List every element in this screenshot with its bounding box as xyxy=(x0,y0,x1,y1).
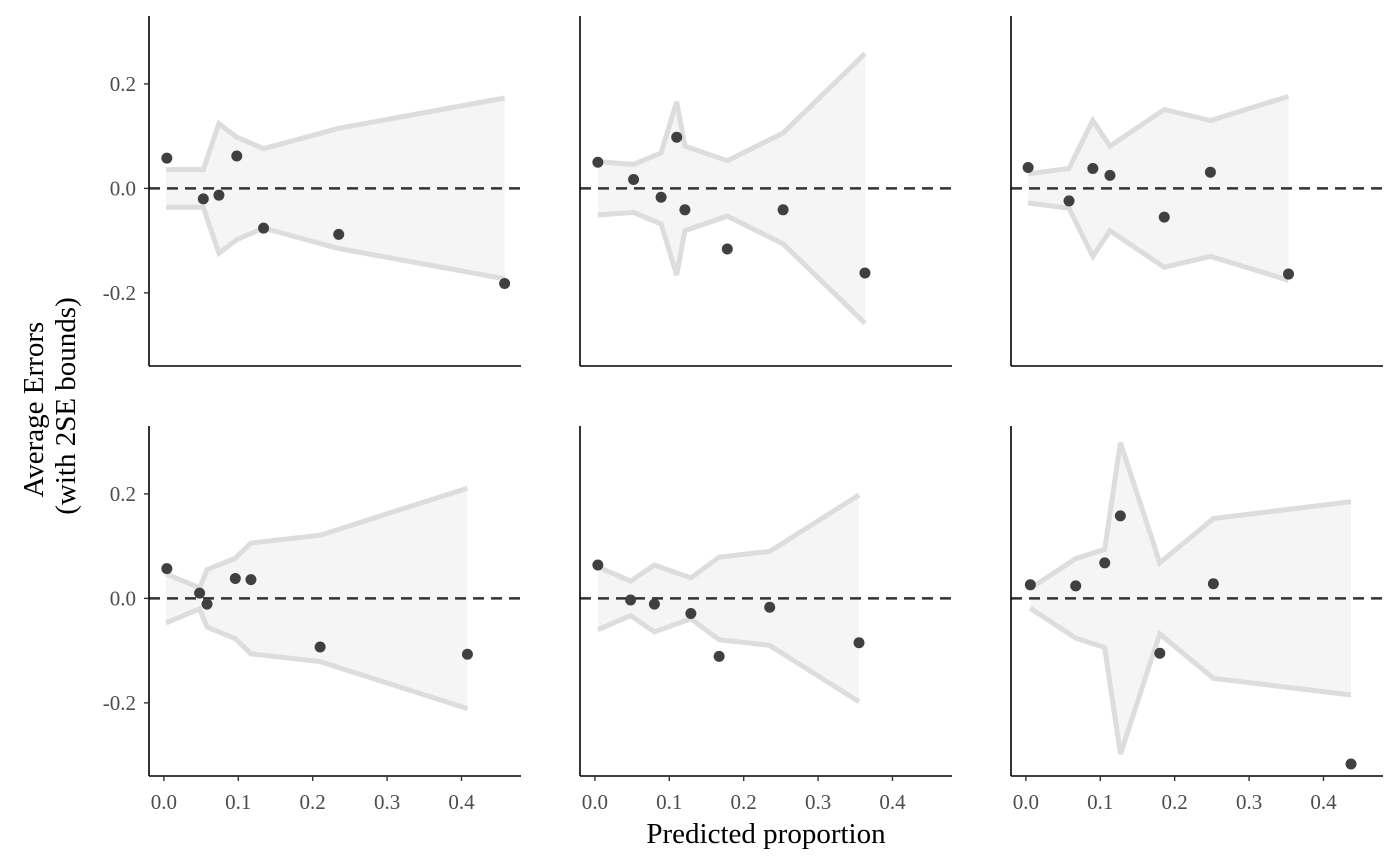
x-tick-label: 0.3 xyxy=(374,790,400,814)
x-tick-label: 0.0 xyxy=(1013,790,1039,814)
data-point xyxy=(1158,211,1170,223)
data-point xyxy=(777,204,789,216)
x-tick-label: 0.4 xyxy=(1310,790,1337,814)
data-point xyxy=(245,574,257,586)
data-point xyxy=(161,152,173,164)
x-tick-label: 0.4 xyxy=(448,790,475,814)
x-tick-label: 0.4 xyxy=(879,790,906,814)
y-axis-title: Average Errors (with 2SE bounds) xyxy=(18,297,82,515)
data-point xyxy=(1022,161,1034,173)
y-tick-label: 0.2 xyxy=(110,482,136,506)
data-point xyxy=(592,156,604,168)
se-band-lower xyxy=(1028,606,1352,755)
data-point xyxy=(713,650,725,662)
data-point xyxy=(1063,195,1075,207)
data-point xyxy=(685,608,697,620)
x-tick-label: 0.1 xyxy=(656,790,682,814)
data-point xyxy=(499,277,511,289)
x-tick-label: 0.1 xyxy=(225,790,251,814)
y-axis-title-line-1: Average Errors xyxy=(18,322,50,498)
data-point xyxy=(671,131,683,143)
facet-panel-6: 0.0 0.1 0.2 0.3 0.4 xyxy=(1010,426,1383,814)
data-point xyxy=(1024,579,1036,591)
se-band-lower xyxy=(166,204,506,282)
data-point xyxy=(1345,758,1357,770)
data-point xyxy=(592,559,604,571)
data-point xyxy=(679,204,691,216)
se-band-lower xyxy=(597,209,867,325)
data-point xyxy=(764,601,776,613)
x-tick-label: 0.2 xyxy=(731,790,757,814)
x-tick-label: 0.3 xyxy=(805,790,831,814)
data-point xyxy=(201,598,213,610)
y-tick-label: 0.0 xyxy=(110,176,136,200)
se-band-lower xyxy=(165,605,469,711)
data-point xyxy=(231,150,243,162)
data-point xyxy=(648,598,660,610)
data-point xyxy=(1283,268,1295,280)
data-point xyxy=(197,193,209,205)
x-tick-label: 0.0 xyxy=(151,790,177,814)
x-tick-label: 0.0 xyxy=(582,790,608,814)
data-point xyxy=(721,243,733,255)
y-tick-label: 0.0 xyxy=(110,586,136,610)
x-tick-label: 0.2 xyxy=(300,790,326,814)
facet-panel-3 xyxy=(1010,16,1383,367)
facet-panel-5: 0.0 0.1 0.2 0.3 0.4 xyxy=(579,426,952,814)
data-point xyxy=(1114,510,1126,522)
data-point xyxy=(655,191,667,203)
data-point xyxy=(194,587,206,599)
data-point xyxy=(161,563,173,575)
data-point xyxy=(258,222,270,234)
data-point xyxy=(1204,166,1216,178)
facet-panel-1: -0.2 0.0 0.2 xyxy=(103,16,521,367)
se-band-upper xyxy=(1027,94,1290,177)
data-point xyxy=(853,637,865,649)
y-tick-label: -0.2 xyxy=(103,281,136,305)
x-axis-title: Predicted proportion xyxy=(646,818,886,850)
data-point xyxy=(461,648,473,660)
x-tick-label: 0.1 xyxy=(1087,790,1113,814)
data-point xyxy=(213,189,225,201)
se-band-upper xyxy=(597,51,867,167)
x-tick-label: 0.3 xyxy=(1236,790,1262,814)
se-band-upper xyxy=(596,492,861,584)
facet-panel-2 xyxy=(579,16,952,367)
se-band-upper xyxy=(166,95,506,173)
panels-layer: -0.20.00.2-0.20.00.20.0 0.1 0.2 0.3 0.4 0.0 0.… xyxy=(103,16,1383,814)
x-tick-label: 0.2 xyxy=(1162,790,1188,814)
data-point xyxy=(625,594,637,606)
data-point xyxy=(1104,169,1116,181)
data-point xyxy=(628,174,640,186)
se-band-upper xyxy=(1028,441,1352,591)
facet-panel-4: -0.2 0.0 0.2 0.0 0.1 0.2 0.3 0.4 xyxy=(103,426,521,814)
data-point xyxy=(1070,580,1082,592)
data-point xyxy=(314,641,326,653)
data-point xyxy=(1099,557,1111,569)
y-tick-label: 0.2 xyxy=(110,72,136,96)
data-point xyxy=(859,267,871,279)
data-point xyxy=(229,573,241,585)
y-tick-label: -0.2 xyxy=(103,691,136,715)
data-point xyxy=(1087,163,1099,175)
se-band-lower xyxy=(1027,200,1290,283)
data-point xyxy=(1207,578,1219,590)
data-point xyxy=(1154,647,1166,659)
y-axis-title-line-2: (with 2SE bounds) xyxy=(50,297,82,515)
data-point xyxy=(333,228,345,240)
